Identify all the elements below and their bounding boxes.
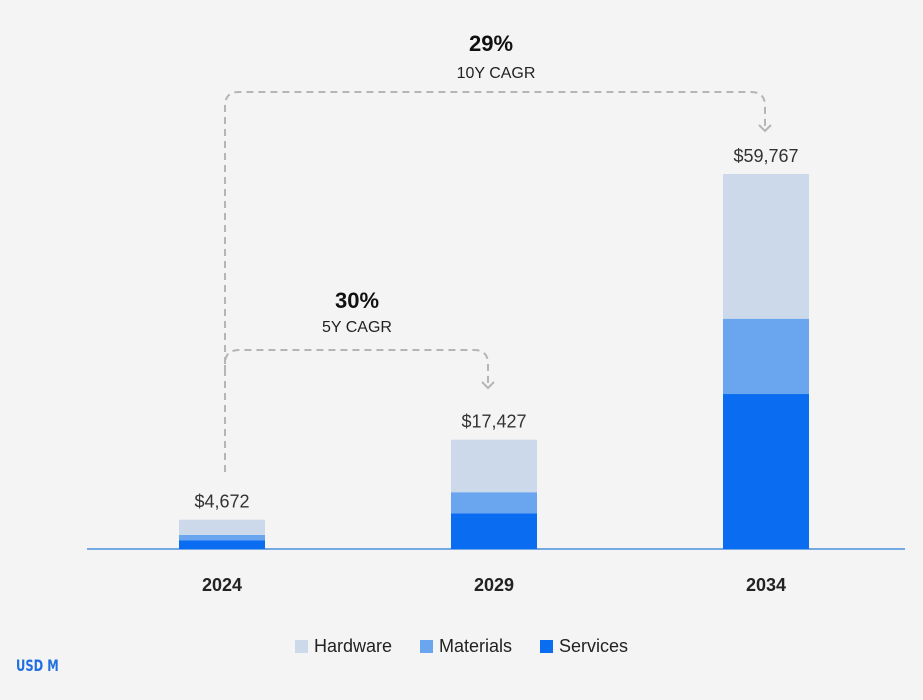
legend-label: Hardware	[313, 636, 392, 656]
bar-materials-2024	[179, 534, 265, 541]
annotation-value-10y: 29%	[469, 31, 513, 56]
legend-swatch	[419, 640, 433, 653]
legend-item-materials: Materials	[419, 636, 513, 657]
bar-materials-2034	[723, 318, 809, 395]
legend: Hardware Materials Services	[0, 636, 923, 657]
x-tick-2024: 2024	[202, 575, 242, 595]
x-tick-2034: 2034	[746, 575, 786, 595]
arrow-5y-head-icon	[481, 381, 495, 390]
unit-label: USD M	[16, 656, 59, 675]
legend-swatch	[294, 640, 308, 653]
bar-hardware-2034	[723, 174, 809, 319]
arrow-10y-head-icon	[758, 124, 772, 133]
bar-materials-2029	[451, 492, 537, 514]
bar-services-2024	[179, 540, 265, 549]
arrow-10y	[224, 91, 766, 472]
annotation-label-10y: 10Y CAGR	[457, 65, 536, 82]
bar-services-2029	[451, 513, 537, 549]
total-label-2024: $4,672	[194, 492, 249, 512]
annotation-value-5y: 30%	[335, 288, 379, 313]
bar-services-2034	[723, 394, 809, 549]
bar-hardware-2029	[451, 439, 537, 493]
legend-label: Services	[559, 636, 629, 656]
x-tick-2029: 2029	[474, 575, 514, 595]
legend-label: Materials	[438, 636, 513, 656]
bar-hardware-2024	[179, 519, 265, 535]
annotation-label-5y: 5Y CAGR	[322, 319, 392, 336]
legend-item-services: Services	[540, 636, 628, 657]
arrow-5y	[224, 349, 489, 388]
legend-item-hardware: Hardware	[294, 636, 392, 657]
total-label-2034: $59,767	[733, 146, 798, 166]
total-label-2029: $17,427	[461, 412, 526, 432]
legend-swatch	[540, 640, 554, 653]
